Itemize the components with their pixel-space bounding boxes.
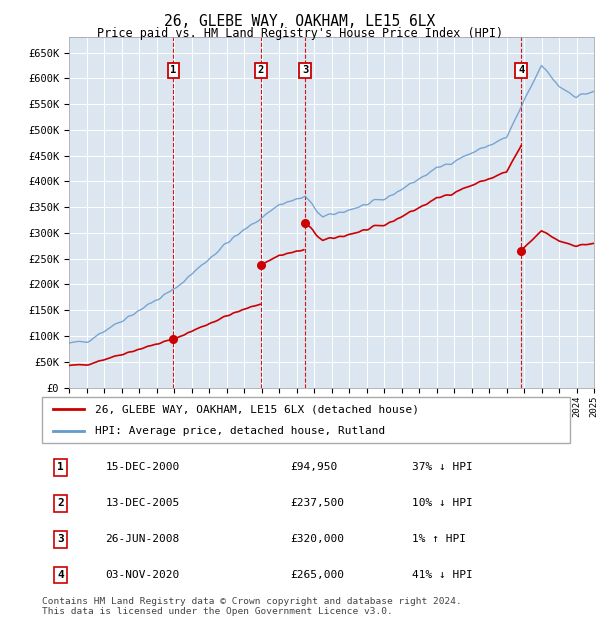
Text: 10% ↓ HPI: 10% ↓ HPI xyxy=(412,498,472,508)
Text: 4: 4 xyxy=(57,570,64,580)
Text: £237,500: £237,500 xyxy=(290,498,344,508)
Text: £265,000: £265,000 xyxy=(290,570,344,580)
Text: 26, GLEBE WAY, OAKHAM, LE15 6LX (detached house): 26, GLEBE WAY, OAKHAM, LE15 6LX (detache… xyxy=(95,404,419,414)
Text: This data is licensed under the Open Government Licence v3.0.: This data is licensed under the Open Gov… xyxy=(42,607,393,616)
Text: 26-JUN-2008: 26-JUN-2008 xyxy=(106,534,179,544)
Text: 1% ↑ HPI: 1% ↑ HPI xyxy=(412,534,466,544)
Text: 37% ↓ HPI: 37% ↓ HPI xyxy=(412,463,472,472)
Text: £320,000: £320,000 xyxy=(290,534,344,544)
Text: 13-DEC-2005: 13-DEC-2005 xyxy=(106,498,179,508)
Text: 15-DEC-2000: 15-DEC-2000 xyxy=(106,463,179,472)
Text: 2: 2 xyxy=(257,66,264,76)
Text: 3: 3 xyxy=(302,66,308,76)
Text: Contains HM Land Registry data © Crown copyright and database right 2024.: Contains HM Land Registry data © Crown c… xyxy=(42,597,462,606)
Text: 3: 3 xyxy=(57,534,64,544)
Text: 03-NOV-2020: 03-NOV-2020 xyxy=(106,570,179,580)
Text: £94,950: £94,950 xyxy=(290,463,337,472)
Text: 1: 1 xyxy=(170,66,176,76)
Text: 41% ↓ HPI: 41% ↓ HPI xyxy=(412,570,472,580)
Text: 4: 4 xyxy=(518,66,524,76)
Text: 1: 1 xyxy=(57,463,64,472)
Text: 2: 2 xyxy=(57,498,64,508)
Text: Price paid vs. HM Land Registry's House Price Index (HPI): Price paid vs. HM Land Registry's House … xyxy=(97,27,503,40)
Text: 26, GLEBE WAY, OAKHAM, LE15 6LX: 26, GLEBE WAY, OAKHAM, LE15 6LX xyxy=(164,14,436,29)
Text: HPI: Average price, detached house, Rutland: HPI: Average price, detached house, Rutl… xyxy=(95,426,385,436)
